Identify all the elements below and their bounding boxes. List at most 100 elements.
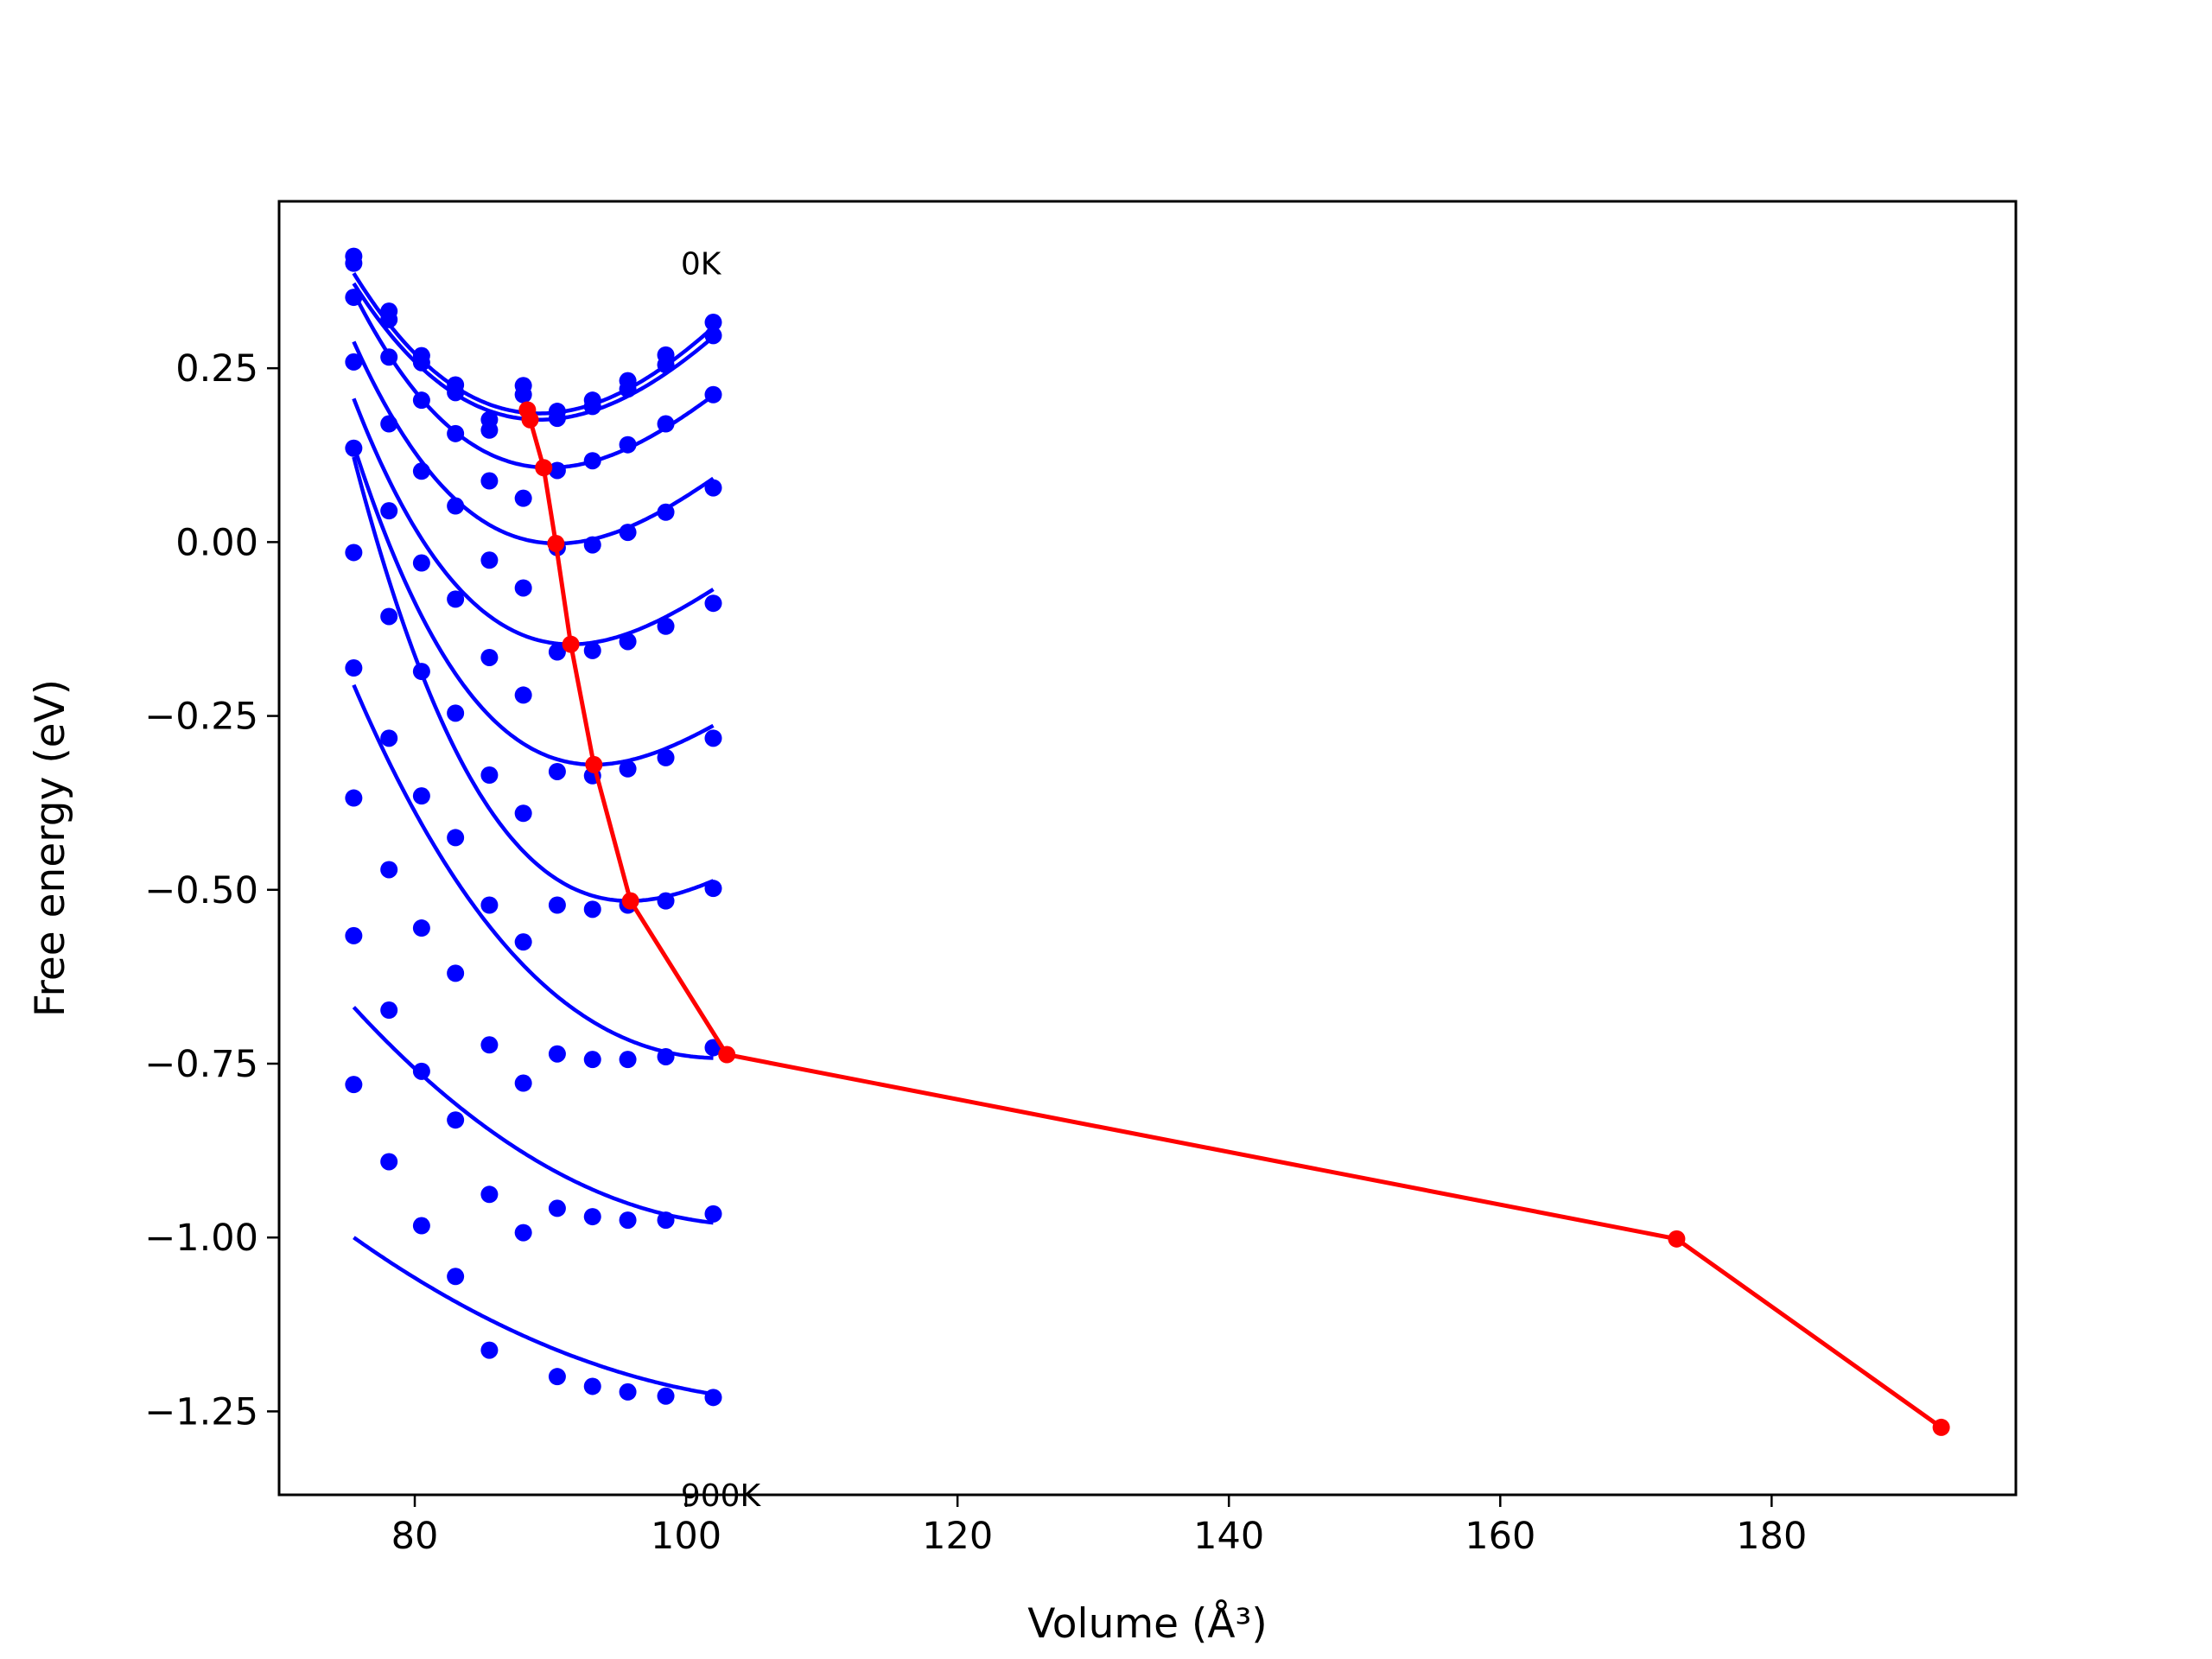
- isotherm-point: [447, 1268, 465, 1286]
- isotherm-point: [480, 551, 499, 569]
- isotherm-point: [548, 643, 566, 661]
- annotation-0k: 0K: [681, 247, 722, 283]
- x-tick-label: 100: [651, 1515, 721, 1558]
- isotherm-data-points: [345, 247, 722, 1407]
- isotherm-point: [548, 410, 566, 428]
- isotherm-point: [480, 1185, 499, 1204]
- y-tick-label: −1.25: [144, 1390, 258, 1433]
- isotherm-point: [345, 439, 363, 457]
- isotherm-point: [657, 617, 675, 635]
- isotherm-point: [514, 804, 532, 823]
- x-tick-label: 180: [1736, 1515, 1807, 1558]
- x-axis-label: Volume (Å³): [1027, 1600, 1267, 1648]
- isotherm-point: [514, 385, 532, 404]
- y-tick-label: 0.00: [175, 521, 258, 564]
- isotherm-point: [345, 543, 363, 562]
- isotherm-point: [380, 348, 398, 366]
- isotherm-point: [548, 896, 566, 914]
- isotherm-point: [480, 896, 499, 914]
- isotherm-point: [345, 789, 363, 807]
- axes-frame: [277, 200, 2018, 1497]
- y-tick-label: −1.00: [144, 1217, 258, 1260]
- isotherm-point: [480, 766, 499, 784]
- minima-point: [1668, 1230, 1686, 1248]
- isotherm-point: [548, 1368, 566, 1386]
- isotherm-point: [583, 900, 601, 918]
- isotherm-curve-6: [352, 456, 715, 903]
- minima-point: [621, 892, 639, 910]
- isotherm-point: [412, 391, 430, 410]
- isotherm-curve-2: [352, 291, 715, 470]
- isotherm-point: [657, 356, 675, 374]
- minima-line: [524, 409, 1943, 1429]
- isotherm-point: [447, 497, 465, 515]
- isotherm-point: [480, 421, 499, 439]
- isotherm-curve-9: [353, 1236, 714, 1396]
- isotherm-point: [480, 648, 499, 666]
- x-tick-label: 80: [391, 1515, 439, 1558]
- isotherm-point: [447, 424, 465, 442]
- isotherm-point: [619, 1382, 637, 1401]
- isotherm-curve-0: [352, 272, 715, 416]
- isotherm-point: [619, 524, 637, 542]
- isotherm-point: [704, 594, 722, 613]
- isotherm-point: [704, 314, 722, 332]
- minima-point: [562, 635, 580, 653]
- isotherm-point: [412, 554, 430, 572]
- isotherm-point: [380, 415, 398, 433]
- isotherm-point: [657, 1211, 675, 1230]
- isotherm-curve-3: [352, 340, 715, 546]
- isotherm-point: [447, 704, 465, 722]
- isotherm-curve-7: [352, 683, 714, 1060]
- isotherm-point: [548, 762, 566, 780]
- isotherm-point: [619, 1051, 637, 1069]
- minima-point: [585, 755, 603, 773]
- minima-point: [718, 1046, 736, 1064]
- isotherm-point: [380, 861, 398, 879]
- isotherm-point: [657, 503, 675, 521]
- isotherm-point: [412, 919, 430, 938]
- isotherm-point: [412, 787, 430, 805]
- isotherm-point: [583, 641, 601, 659]
- isotherm-point: [380, 310, 398, 328]
- isotherm-point: [657, 1047, 675, 1065]
- isotherm-point: [514, 579, 532, 597]
- isotherm-point: [447, 590, 465, 608]
- isotherm-point: [619, 760, 637, 778]
- isotherm-point: [480, 1341, 499, 1359]
- isotherm-point: [380, 729, 398, 747]
- x-axis-ticks: 80 100 120 140 160 180: [391, 1495, 1807, 1558]
- isotherm-point: [380, 607, 398, 626]
- isotherm-point: [412, 663, 430, 681]
- isotherm-point: [657, 1387, 675, 1405]
- y-tick-label: 0.25: [175, 347, 258, 391]
- isotherm-point: [704, 1389, 722, 1407]
- isotherm-point: [412, 1062, 430, 1080]
- isotherm-point: [380, 502, 398, 520]
- isotherm-point: [412, 353, 430, 372]
- isotherm-point: [345, 289, 363, 307]
- x-tick-label: 140: [1193, 1515, 1264, 1558]
- isotherm-point: [514, 489, 532, 507]
- x-tick-label: 120: [922, 1515, 993, 1558]
- isotherm-point: [345, 353, 363, 371]
- y-axis-ticks: 0.25 0.00 −0.25 −0.50 −0.75 −1.00 −1.25: [144, 347, 279, 1433]
- isotherm-point: [514, 1224, 532, 1242]
- y-tick-label: −0.25: [144, 696, 258, 739]
- minima-point: [1932, 1418, 1950, 1436]
- isotherm-point: [548, 1199, 566, 1217]
- isotherm-curve-5: [352, 444, 715, 767]
- isotherm-point: [380, 1153, 398, 1171]
- isotherm-point: [345, 254, 363, 272]
- isotherm-point: [704, 880, 722, 898]
- isotherm-point: [514, 686, 532, 704]
- isotherm-point: [345, 1076, 363, 1094]
- isotherm-point: [447, 964, 465, 982]
- isotherm-point: [548, 461, 566, 480]
- isotherm-point: [583, 452, 601, 470]
- isotherm-point: [704, 327, 722, 345]
- isotherm-point: [447, 1111, 465, 1129]
- isotherm-point: [583, 397, 601, 416]
- isotherm-point: [657, 748, 675, 766]
